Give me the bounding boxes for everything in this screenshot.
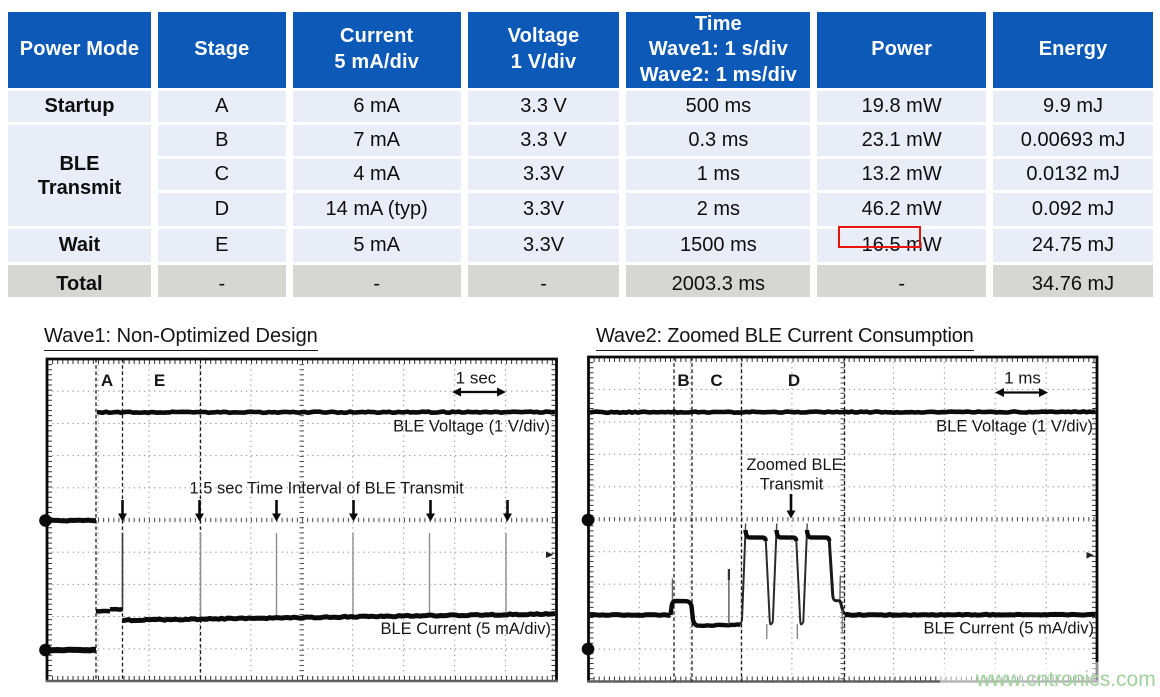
svg-text:E: E bbox=[154, 371, 165, 390]
svg-text:C: C bbox=[710, 371, 722, 390]
svg-text:Zoomed BLE: Zoomed BLE bbox=[746, 456, 842, 474]
svg-text:B: B bbox=[677, 371, 689, 390]
svg-text:1 ms: 1 ms bbox=[1004, 369, 1041, 388]
svg-text:D: D bbox=[788, 371, 800, 390]
svg-text:BLE Current (5 mA/div): BLE Current (5 mA/div) bbox=[923, 620, 1094, 638]
svg-text:BLE Voltage (1 V/div): BLE Voltage (1 V/div) bbox=[393, 418, 550, 436]
svg-text:Transmit: Transmit bbox=[760, 476, 824, 494]
svg-text:A: A bbox=[101, 371, 113, 390]
svg-text:1.5 sec Time Interval of BLE T: 1.5 sec Time Interval of BLE Transmit bbox=[190, 480, 465, 498]
svg-text:BLE Voltage (1 V/div): BLE Voltage (1 V/div) bbox=[936, 418, 1093, 436]
svg-text:BLE Current (5 mA/div): BLE Current (5 mA/div) bbox=[380, 620, 551, 638]
svg-text:1 sec: 1 sec bbox=[456, 369, 497, 388]
